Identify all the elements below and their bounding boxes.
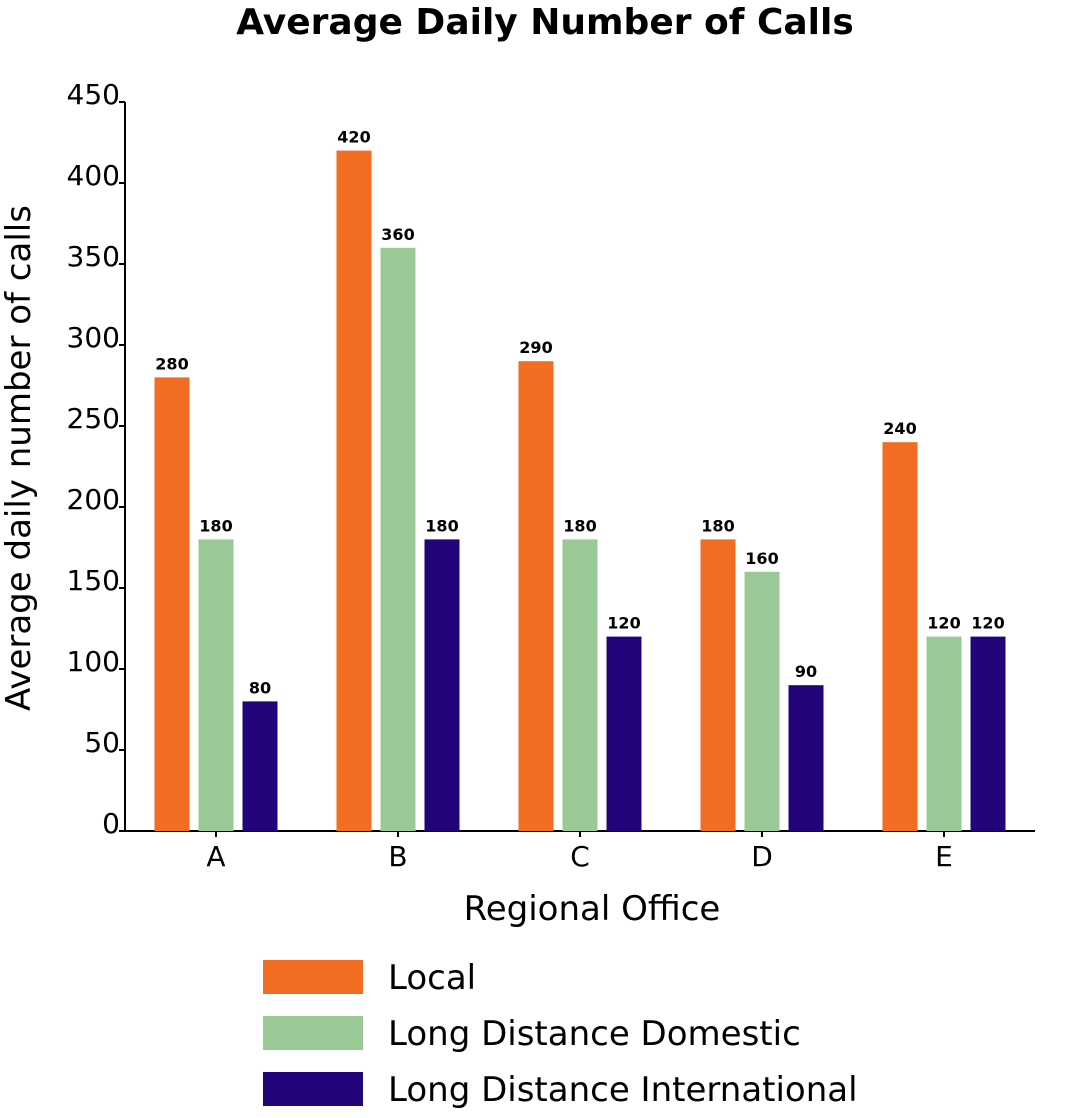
- y-axis: 0 50 100 150 200 250 300 350 400 450: [67, 78, 126, 840]
- bar: [700, 539, 736, 831]
- data-label: 180: [701, 516, 734, 535]
- legend-swatch: [263, 960, 363, 994]
- y-tick-label: 250: [67, 402, 120, 435]
- bar: [424, 539, 460, 831]
- x-tick-label: B: [388, 840, 407, 873]
- x-tick-label: E: [935, 840, 953, 873]
- legend-swatch: [263, 1072, 363, 1106]
- data-label: 290: [519, 338, 552, 357]
- bar: [882, 442, 918, 831]
- data-label: 180: [425, 516, 458, 535]
- data-label: 120: [607, 614, 640, 633]
- data-label: 360: [381, 225, 414, 244]
- y-tick-label: 0: [102, 807, 120, 840]
- y-tick-label: 450: [67, 78, 120, 111]
- legend-label: Local: [388, 958, 476, 998]
- data-label-group: 280 180 80 420 360 180 290 180 120 180 160 90 240 120…: [155, 128, 1004, 698]
- y-tick-label: 50: [84, 726, 120, 759]
- bar: [380, 247, 416, 832]
- x-tick-label: D: [751, 840, 773, 873]
- data-label: 180: [199, 516, 232, 535]
- bar: [198, 539, 234, 831]
- x-axis-label: Regional Office: [464, 889, 721, 929]
- bar: [788, 685, 824, 831]
- x-tick-label: A: [206, 840, 225, 873]
- legend-label: Long Distance Domestic: [388, 1014, 801, 1054]
- x-tick-label: C: [570, 840, 590, 873]
- data-label: 420: [337, 128, 370, 147]
- y-tick-label: 200: [67, 483, 120, 516]
- bar: [926, 636, 962, 831]
- data-label: 120: [927, 614, 960, 633]
- bar-series-group: [154, 150, 1006, 832]
- bar: [562, 539, 598, 831]
- data-label: 180: [563, 516, 596, 535]
- y-tick-label: 100: [67, 645, 120, 678]
- legend: Local Long Distance Domestic Long Distance…: [263, 958, 858, 1110]
- data-label: 90: [795, 662, 817, 681]
- bar: [744, 571, 780, 831]
- bar: [970, 636, 1006, 831]
- bar: [242, 701, 278, 831]
- bar: [518, 361, 554, 831]
- chart-title: Average Daily Number of Calls: [236, 2, 854, 43]
- legend-label: Long Distance International: [388, 1070, 858, 1110]
- y-axis-label: Average daily number of calls: [0, 205, 39, 711]
- y-tick-label: 400: [67, 159, 120, 192]
- data-label: 240: [883, 419, 916, 438]
- bar: [154, 377, 190, 831]
- bar: [336, 150, 372, 832]
- data-label: 120: [971, 614, 1004, 633]
- y-tick-label: 350: [67, 240, 120, 273]
- x-axis: A B C D E: [125, 830, 1035, 873]
- bar: [606, 636, 642, 831]
- data-label: 80: [249, 678, 271, 697]
- y-tick-label: 300: [67, 321, 120, 354]
- data-label: 160: [745, 549, 778, 568]
- y-tick-label: 150: [67, 564, 120, 597]
- data-label: 280: [155, 354, 188, 373]
- legend-swatch: [263, 1016, 363, 1050]
